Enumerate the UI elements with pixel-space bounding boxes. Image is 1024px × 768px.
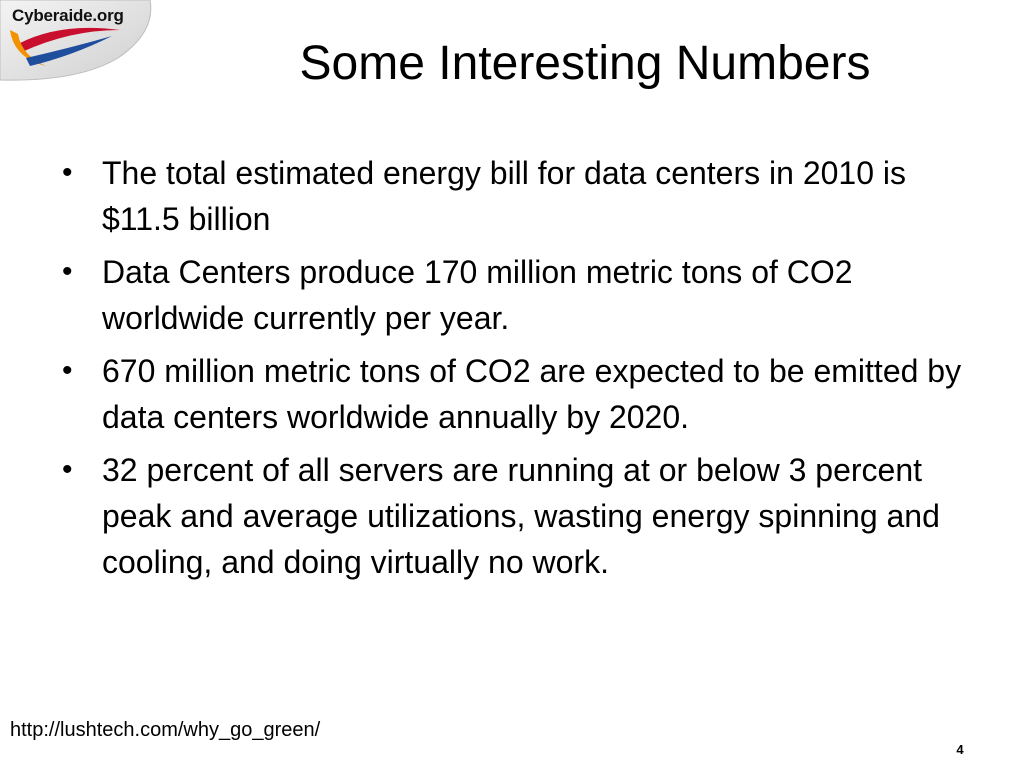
cyberaide-logo-icon — [0, 0, 152, 81]
bullet-item: • 32 percent of all servers are running … — [62, 447, 977, 585]
logo-text: Cyberaide.org — [12, 6, 124, 25]
page-number: 4 — [956, 742, 964, 757]
bullet-text: The total estimated energy bill for data… — [102, 155, 906, 237]
bullet-dot-icon: • — [62, 453, 73, 486]
bullet-text: 670 million metric tons of CO2 are expec… — [102, 353, 962, 435]
bullet-item: • The total estimated energy bill for da… — [62, 150, 977, 242]
bullet-dot-icon: • — [62, 354, 73, 387]
bullet-list: • The total estimated energy bill for da… — [62, 150, 977, 592]
bullet-text: 32 percent of all servers are running at… — [102, 452, 940, 580]
cyberaide-logo: Cyberaide.org — [0, 0, 158, 82]
bullet-dot-icon: • — [62, 255, 73, 288]
source-link[interactable]: http://lushtech.com/why_go_green/ — [10, 719, 321, 741]
bullet-dot-icon: • — [62, 156, 73, 189]
bullet-item: • 670 million metric tons of CO2 are exp… — [62, 348, 977, 440]
bullet-item: • Data Centers produce 170 million metri… — [62, 249, 977, 341]
slide-title: Some Interesting Numbers — [299, 37, 871, 90]
bullet-text: Data Centers produce 170 million metric … — [102, 254, 853, 336]
